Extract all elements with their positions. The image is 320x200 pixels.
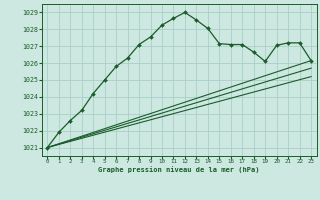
X-axis label: Graphe pression niveau de la mer (hPa): Graphe pression niveau de la mer (hPa)	[99, 166, 260, 173]
